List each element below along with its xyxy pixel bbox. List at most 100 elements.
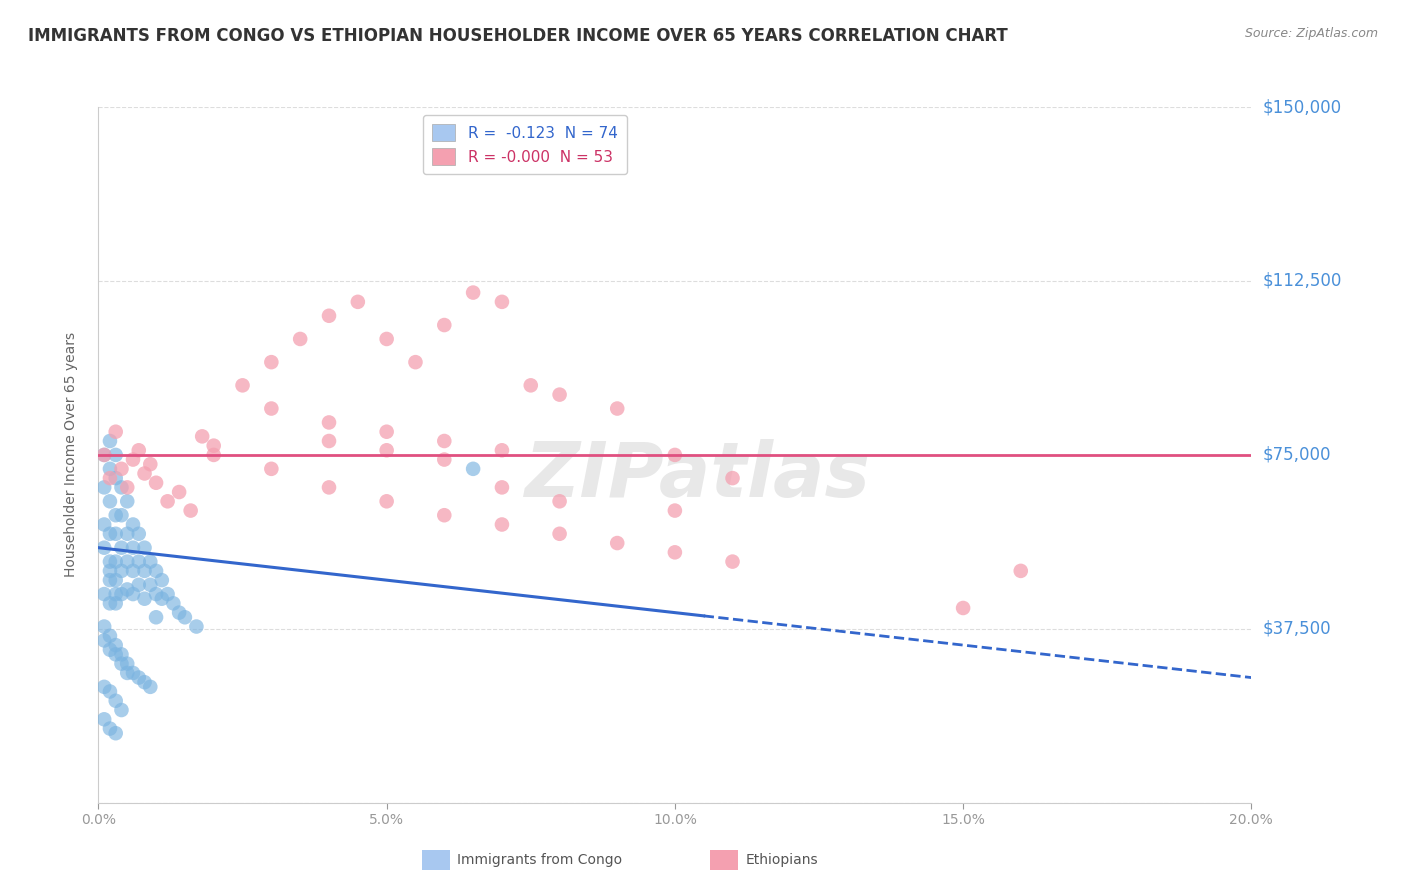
Point (139, 680, 162, 694)
Point (104, 448, 127, 462)
Point (134, 541, 156, 555)
Point (98, 596, 121, 610)
Point (461, 285, 484, 300)
Point (93, 680, 115, 694)
Point (104, 526, 127, 541)
Point (606, 536, 628, 550)
Point (260, 462, 283, 476)
Point (104, 555, 127, 569)
Point (433, 452, 456, 467)
Text: Source: ZipAtlas.com: Source: ZipAtlas.com (1244, 27, 1378, 40)
Point (98, 434, 121, 448)
Point (110, 587, 132, 601)
Point (375, 443, 398, 458)
Point (606, 401, 628, 416)
Point (346, 294, 368, 309)
Point (104, 425, 127, 439)
Point (548, 494, 571, 508)
Point (318, 434, 340, 448)
Text: Immigrants from Congo: Immigrants from Congo (457, 853, 621, 867)
Point (98, 555, 121, 569)
Point (1010, 564, 1032, 578)
Point (491, 480, 513, 494)
Point (664, 545, 686, 559)
Legend: R =  -0.123  N = 74, R = -0.000  N = 53: R = -0.123 N = 74, R = -0.000 N = 53 (423, 115, 627, 175)
Point (93, 712, 115, 726)
Point (491, 443, 513, 458)
Point (122, 452, 145, 467)
Point (150, 573, 173, 587)
Point (93, 541, 115, 555)
Point (318, 309, 340, 323)
Point (98, 462, 121, 476)
Point (548, 387, 571, 401)
Point (139, 457, 162, 471)
Point (139, 555, 162, 569)
Point (104, 471, 127, 485)
Point (375, 332, 398, 346)
Point (260, 355, 283, 369)
Point (117, 480, 138, 494)
Point (433, 434, 456, 448)
Point (664, 503, 686, 517)
Point (134, 564, 156, 578)
Text: $37,500: $37,500 (1263, 620, 1331, 638)
Point (290, 332, 312, 346)
Point (104, 587, 127, 601)
Point (117, 582, 138, 597)
Point (145, 587, 167, 601)
Point (110, 703, 132, 717)
Point (145, 564, 167, 578)
Point (520, 378, 543, 392)
Point (93, 517, 115, 532)
Point (156, 494, 179, 508)
Point (110, 541, 132, 555)
Point (128, 555, 150, 569)
Text: Ethiopians: Ethiopians (745, 853, 818, 867)
Point (186, 619, 208, 633)
Point (98, 494, 121, 508)
Point (134, 591, 156, 606)
Point (721, 471, 744, 485)
Text: IMMIGRANTS FROM CONGO VS ETHIOPIAN HOUSEHOLDER INCOME OVER 65 YEARS CORRELATION : IMMIGRANTS FROM CONGO VS ETHIOPIAN HOUSE… (28, 27, 1008, 45)
Point (318, 480, 340, 494)
Text: $150,000: $150,000 (1263, 98, 1341, 116)
Point (128, 671, 150, 685)
Point (952, 601, 974, 615)
Point (110, 508, 132, 523)
Point (110, 648, 132, 662)
Point (318, 416, 340, 430)
Text: $75,000: $75,000 (1263, 446, 1331, 464)
Text: $112,500: $112,500 (1263, 272, 1341, 290)
Point (93, 633, 115, 648)
Point (93, 448, 115, 462)
Text: ZIPatlas: ZIPatlas (524, 439, 870, 513)
Point (122, 665, 145, 680)
Point (167, 606, 190, 620)
Point (122, 517, 145, 532)
Point (491, 517, 513, 532)
Point (150, 591, 173, 606)
Point (104, 638, 127, 652)
Point (145, 475, 167, 490)
Point (122, 564, 145, 578)
Point (122, 541, 145, 555)
Point (117, 526, 138, 541)
Point (93, 587, 115, 601)
Point (202, 448, 225, 462)
Point (134, 675, 156, 690)
Point (231, 378, 254, 392)
Point (98, 684, 121, 698)
Point (202, 439, 225, 453)
Point (122, 587, 145, 601)
Point (128, 526, 150, 541)
Point (98, 642, 121, 657)
Point (134, 467, 156, 481)
Point (721, 555, 744, 569)
Point (375, 425, 398, 439)
Point (375, 494, 398, 508)
Point (110, 462, 132, 476)
Point (491, 294, 513, 309)
Point (110, 657, 132, 671)
Point (174, 610, 197, 624)
